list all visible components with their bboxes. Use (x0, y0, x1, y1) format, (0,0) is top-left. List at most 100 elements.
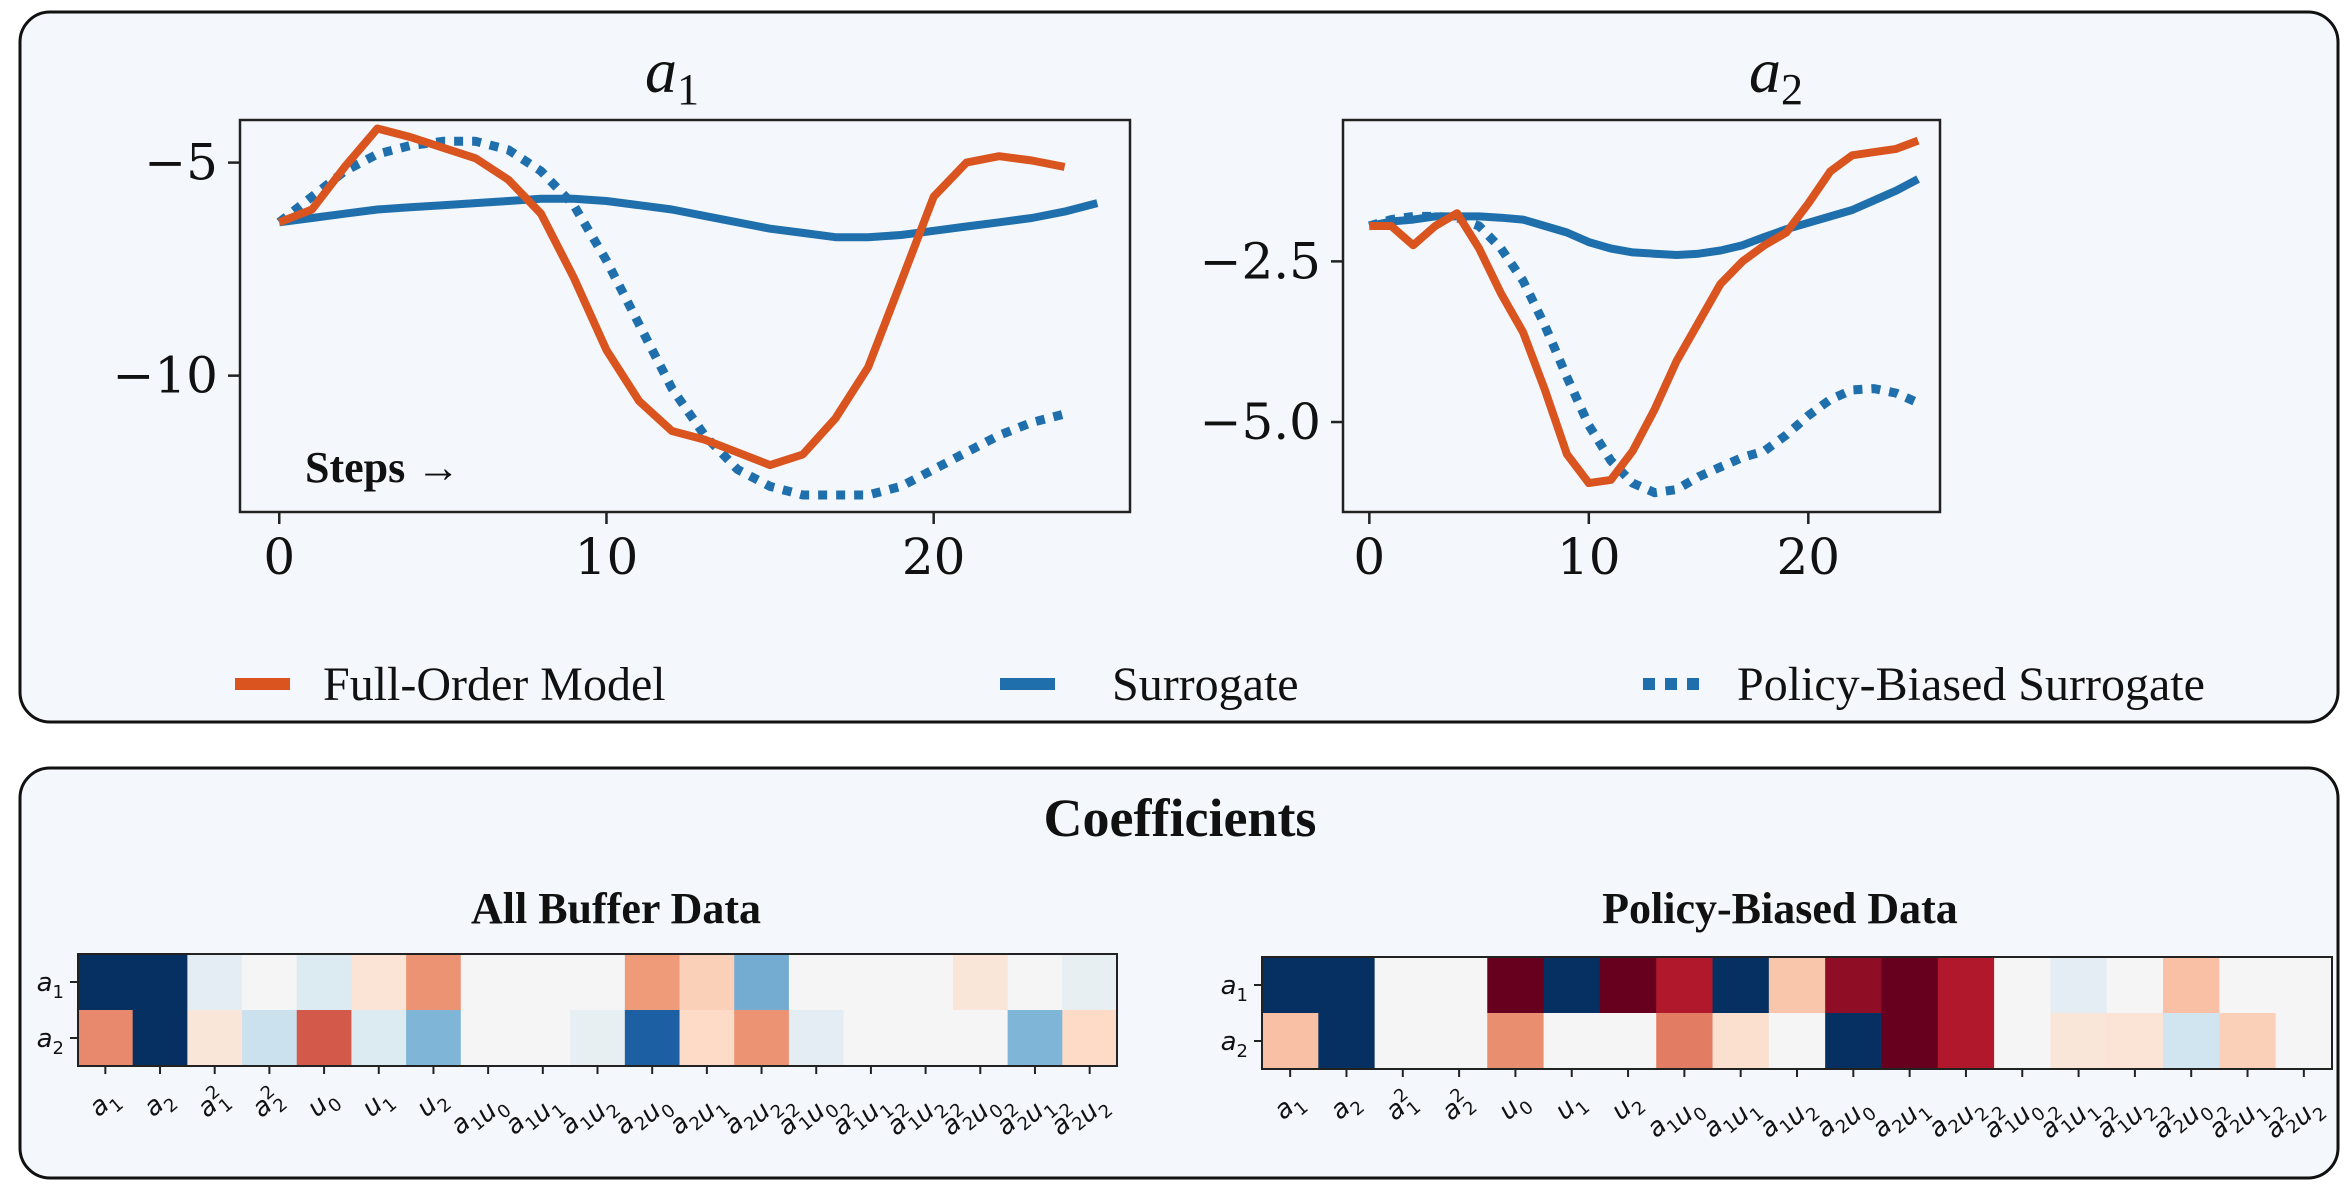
heatmap-all-buffer-title: All Buffer Data (471, 884, 761, 933)
steps-annotation: Steps → (305, 443, 460, 492)
series-line-full-order-model (1369, 136, 1920, 488)
legend-full-order-label: Full-Order Model (323, 658, 666, 711)
heatmap-cell (898, 954, 954, 1011)
heatmap-cell (1825, 957, 1883, 1014)
heatmap-cell (1599, 1013, 1657, 1070)
heatmap-cell (1656, 957, 1714, 1014)
heatmap-cell (242, 1010, 298, 1067)
heatmap-cell (1881, 957, 1939, 1014)
heatmap-cell (679, 954, 735, 1011)
chart-a2-title: a2 (1749, 35, 1803, 114)
heatmap-cell (1937, 957, 1995, 1014)
x-tick-label: 20 (1776, 528, 1840, 586)
heatmap-cell (515, 954, 571, 1011)
heatmap-cell (406, 954, 462, 1011)
heatmap-cell (1543, 1013, 1601, 1070)
heatmap-cell (1768, 957, 1826, 1014)
heatmap-cell (952, 1010, 1009, 1067)
heatmap-cell (1656, 1013, 1714, 1070)
plot-frame (238, 118, 1132, 514)
heatmap-cell (1712, 957, 1770, 1014)
y-tick-label: −10 (112, 347, 218, 405)
heatmap-cell (1430, 1013, 1488, 1070)
heatmap-cell (1937, 1013, 1995, 1070)
heatmap-cell (1430, 957, 1488, 1014)
heatmap-cell (1007, 954, 1063, 1011)
chart-a2: 0 10 20 −2.5 −5.0 (1200, 118, 1942, 586)
heatmap-cell (351, 1010, 407, 1067)
heatmap-cell (788, 954, 845, 1011)
heatmap-cell (1374, 1013, 1432, 1070)
heatmap-cell (460, 954, 517, 1011)
heatmap-col-label: a22u1 (989, 1080, 1063, 1153)
heatmap-cell (624, 1010, 681, 1067)
heatmap-cell (898, 1010, 954, 1067)
heatmap-cell (788, 1010, 845, 1067)
heatmap-policy-biased-title: Policy-Biased Data (1602, 884, 1958, 933)
heatmap-cell (2163, 957, 2220, 1014)
heatmap-cell (515, 1010, 571, 1067)
heatmap-cell (1062, 1010, 1118, 1067)
heatmap-cell (132, 954, 188, 1011)
x-tick-label: 10 (575, 528, 639, 586)
heatmap-cell (2106, 957, 2164, 1014)
x-tick-label: 0 (263, 528, 295, 586)
heatmap-cell (187, 1010, 243, 1067)
heatmap-cell (1262, 1013, 1319, 1070)
heatmap-cell (1994, 957, 2052, 1014)
heatmap-row-label: a2 (1221, 1027, 1248, 1062)
plot-frame (1341, 118, 1942, 514)
heatmap-cell (1318, 1013, 1376, 1070)
heatmap-cell (78, 954, 134, 1011)
y-tick-label: −5 (144, 134, 218, 192)
heatmap-cell (2219, 1013, 2277, 1070)
series-line-full-order-model (277, 124, 1066, 470)
heatmap-cell (460, 1010, 517, 1067)
heatmap-cell (1543, 957, 1601, 1014)
heatmap-cell (2275, 1013, 2333, 1070)
series-line-surrogate (278, 194, 1099, 242)
heatmap-cell (1768, 1013, 1826, 1070)
bottom-panel (18, 766, 2340, 1180)
heatmap-row-label: a1 (1221, 971, 1248, 1006)
heatmap-cell (570, 954, 626, 1011)
heatmap-cell (1007, 1010, 1063, 1067)
heatmap-row-label: a1 (37, 968, 64, 1003)
heatmap-cell (679, 1010, 735, 1067)
y-tick-label: −5.0 (1200, 393, 1321, 451)
heatmap-cell (132, 1010, 188, 1067)
heatmap-cell (1825, 1013, 1883, 1070)
legend-policy-biased-label: Policy-Biased Surrogate (1737, 658, 2205, 711)
heatmap-cell (1994, 1013, 2052, 1070)
heatmap-cell (2106, 1013, 2164, 1070)
heatmap-cell (1262, 957, 1319, 1014)
heatmap-row-label: a2 (37, 1024, 64, 1059)
heatmap-cell (1487, 1013, 1545, 1070)
heatmap-cell (1318, 957, 1376, 1014)
heatmap-cell (734, 954, 790, 1011)
heatmap-cell (2050, 1013, 2108, 1070)
heatmap-cell (1881, 1013, 1939, 1070)
heatmap-cell (570, 1010, 626, 1067)
heatmap-cell (2219, 957, 2277, 1014)
heatmap-cell (187, 954, 243, 1011)
x-tick-label: 20 (902, 528, 966, 586)
heatmap-cell (2275, 957, 2333, 1014)
series-line-policy-biased-surrogate (276, 136, 1066, 500)
legend-surrogate-label: Surrogate (1112, 658, 1299, 711)
heatmap-cell (1374, 957, 1432, 1014)
heatmap-cell (1487, 957, 1545, 1014)
heatmap-cell (78, 1010, 134, 1067)
heatmap-cell (2163, 1013, 2220, 1070)
chart-a1-title: a1 (645, 35, 699, 114)
heatmap-cell (2050, 957, 2108, 1014)
heatmap-cell (351, 954, 407, 1011)
heatmap-cell (406, 1010, 462, 1067)
heatmap-cell (1712, 1013, 1770, 1070)
heatmap-cell (734, 1010, 790, 1067)
chart-a1: 0 10 20 −5 −10 (112, 118, 1132, 586)
heatmap-cell (296, 1010, 353, 1067)
heatmap-cell (1062, 954, 1118, 1011)
